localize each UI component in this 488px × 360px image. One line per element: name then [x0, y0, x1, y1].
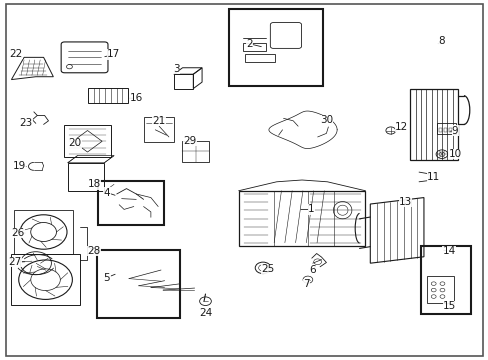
Bar: [228, 9, 322, 86]
Text: 30: 30: [319, 115, 332, 125]
Text: 23: 23: [20, 118, 33, 128]
Bar: [68, 163, 104, 192]
Text: 8: 8: [438, 36, 445, 46]
Bar: [242, 43, 265, 51]
Bar: [436, 123, 455, 134]
Bar: [88, 88, 128, 103]
Text: 16: 16: [129, 93, 142, 103]
Bar: [238, 191, 365, 246]
Bar: [245, 54, 274, 62]
Text: 4: 4: [103, 188, 110, 198]
Text: 22: 22: [10, 49, 23, 59]
Bar: [173, 74, 193, 89]
Text: 29: 29: [183, 136, 196, 146]
Text: 15: 15: [442, 301, 455, 311]
Bar: [11, 254, 80, 305]
Text: 1: 1: [307, 204, 314, 215]
Bar: [443, 128, 447, 132]
Text: 27: 27: [9, 257, 22, 267]
Text: 25: 25: [261, 264, 274, 274]
Text: 19: 19: [13, 161, 26, 171]
Bar: [420, 246, 470, 315]
Text: 2: 2: [245, 39, 252, 49]
Text: 18: 18: [87, 179, 101, 189]
Bar: [64, 125, 110, 157]
Bar: [144, 117, 174, 142]
Text: 11: 11: [426, 172, 439, 182]
Bar: [98, 181, 163, 225]
Bar: [14, 211, 73, 253]
Text: 3: 3: [173, 64, 179, 74]
Bar: [182, 140, 209, 162]
Text: 24: 24: [199, 309, 212, 318]
Text: 12: 12: [394, 122, 407, 132]
Bar: [427, 276, 453, 303]
Text: 21: 21: [152, 116, 165, 126]
Bar: [409, 89, 457, 160]
Text: 26: 26: [11, 228, 24, 238]
Bar: [438, 128, 442, 132]
Bar: [97, 250, 180, 318]
Text: 28: 28: [87, 246, 101, 256]
Text: 7: 7: [303, 279, 309, 289]
Text: 14: 14: [442, 246, 455, 256]
Text: 20: 20: [68, 139, 81, 148]
Bar: [448, 128, 451, 132]
Text: 6: 6: [309, 265, 315, 275]
Text: 13: 13: [398, 197, 411, 207]
Text: 17: 17: [107, 49, 120, 59]
Text: 5: 5: [103, 273, 110, 283]
Text: 10: 10: [447, 149, 461, 159]
Text: 9: 9: [451, 126, 458, 135]
